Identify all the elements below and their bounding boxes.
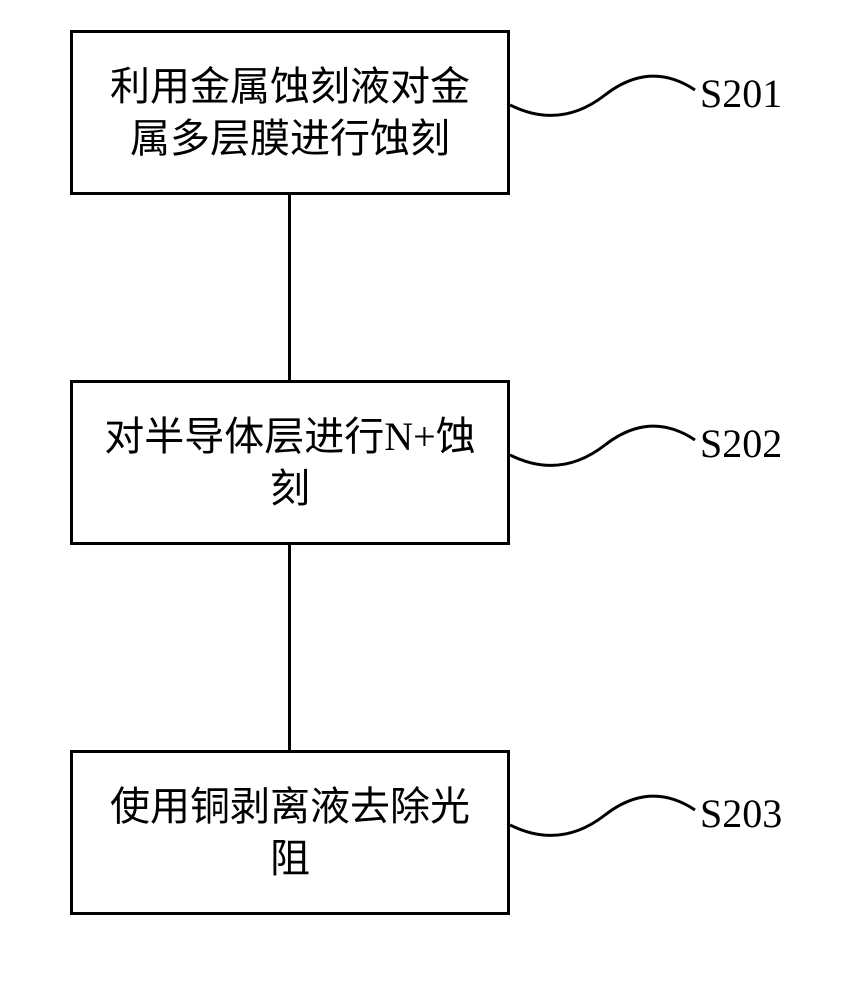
curve-to-label-2 <box>510 410 700 490</box>
step-2-text: 对半导体层进行N+蚀 刻 <box>104 411 475 515</box>
flowchart-step-2: 对半导体层进行N+蚀 刻 <box>70 380 510 545</box>
connector-1-2 <box>288 195 291 380</box>
step-3-text: 使用铜剥离液去除光 阻 <box>110 781 470 885</box>
step-label-3-text: S203 <box>700 791 782 836</box>
step-label-1: S201 <box>700 70 782 117</box>
step-1-text: 利用金属蚀刻液对金 属多层膜进行蚀刻 <box>110 61 470 165</box>
step-label-3: S203 <box>700 790 782 837</box>
connector-2-3 <box>288 545 291 750</box>
flowchart-step-1: 利用金属蚀刻液对金 属多层膜进行蚀刻 <box>70 30 510 195</box>
step-label-2-text: S202 <box>700 421 782 466</box>
flowchart-step-3: 使用铜剥离液去除光 阻 <box>70 750 510 915</box>
flowchart-container: 利用金属蚀刻液对金 属多层膜进行蚀刻 对半导体层进行N+蚀 刻 使用铜剥离液去除… <box>0 0 861 1000</box>
step-label-1-text: S201 <box>700 71 782 116</box>
step-label-2: S202 <box>700 420 782 467</box>
curve-to-label-1 <box>510 60 700 140</box>
curve-to-label-3 <box>510 780 700 860</box>
